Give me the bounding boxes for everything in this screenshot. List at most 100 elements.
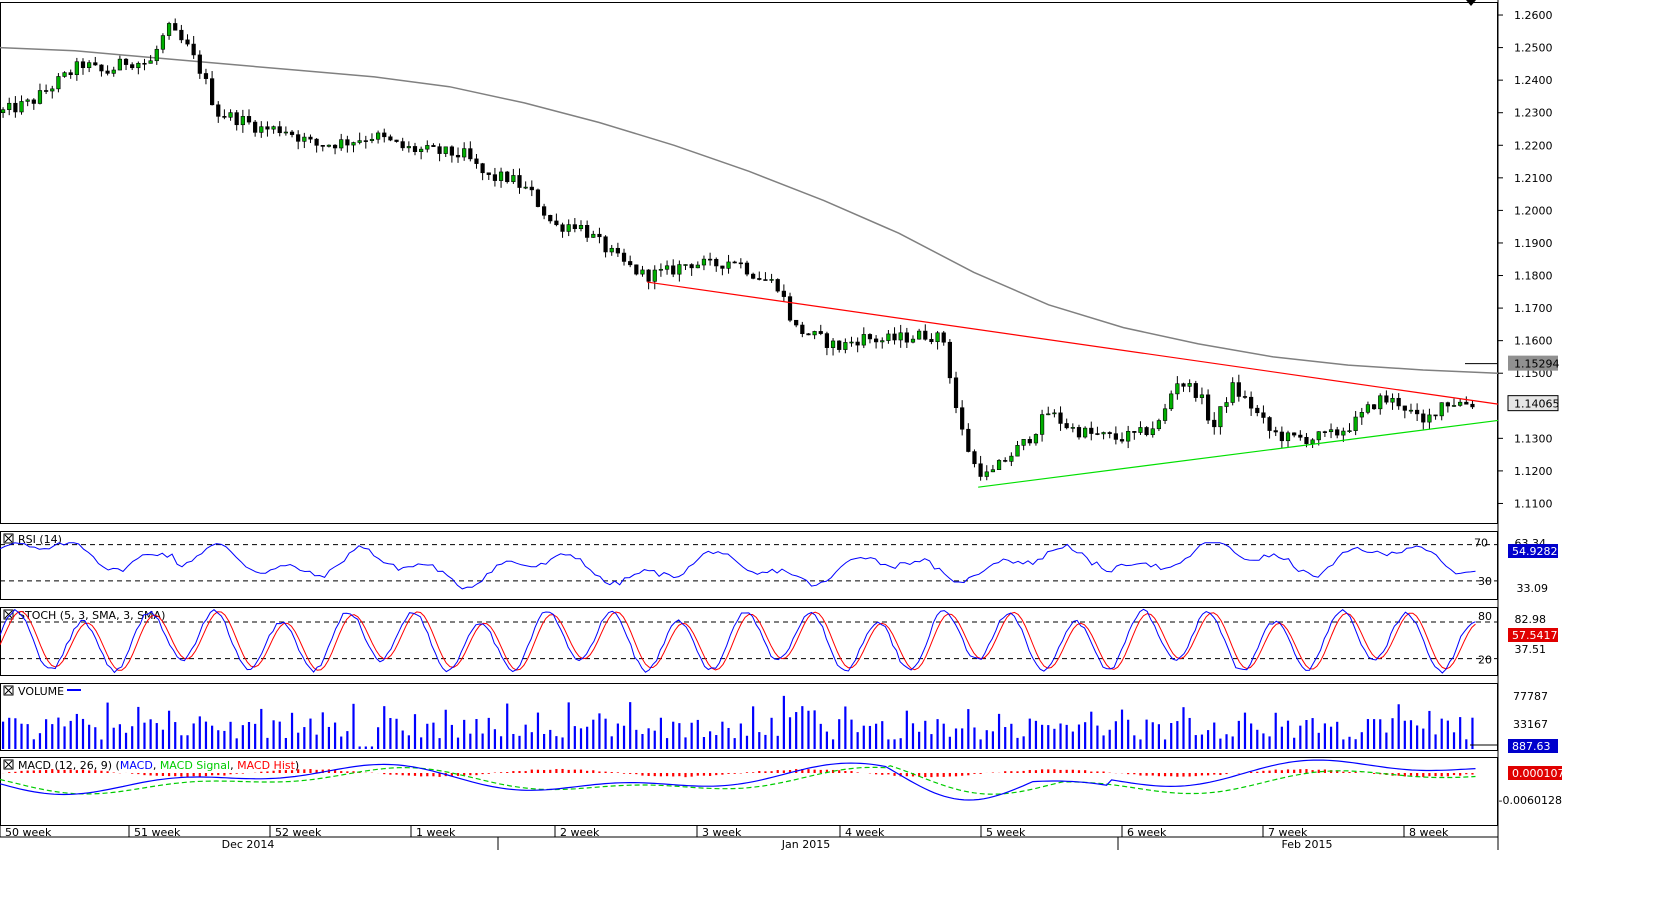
candle-body bbox=[1298, 434, 1303, 438]
y-tick-label: 1.2300 bbox=[1514, 107, 1553, 120]
close-x-icon bbox=[4, 686, 13, 695]
close-x-icon bbox=[4, 610, 13, 619]
candle-body bbox=[1076, 427, 1082, 438]
stoch-value-low: 37.51 bbox=[1515, 643, 1547, 656]
candle-body bbox=[830, 340, 836, 348]
y-tick-label: 1.2600 bbox=[1514, 9, 1553, 22]
candle-body bbox=[136, 62, 141, 69]
candle-body bbox=[345, 139, 350, 146]
candle-body bbox=[1322, 431, 1328, 433]
candle-body bbox=[1058, 412, 1063, 424]
candle-body bbox=[996, 460, 1002, 470]
y-tick-label: 1.1700 bbox=[1514, 302, 1553, 315]
ma-label-box bbox=[1508, 355, 1558, 371]
candle-body bbox=[234, 112, 239, 126]
candle-body bbox=[960, 407, 965, 430]
candle-body bbox=[523, 186, 528, 189]
candle-body bbox=[1255, 407, 1260, 414]
candle-body bbox=[824, 333, 830, 348]
candle-body bbox=[603, 236, 608, 253]
scroll-marker-icon bbox=[1466, 0, 1476, 6]
candle-body bbox=[1009, 455, 1014, 462]
candle-body bbox=[449, 146, 454, 156]
week-label: 52 week bbox=[275, 826, 322, 839]
month-label: Jan 2015 bbox=[781, 838, 830, 851]
candle-body bbox=[462, 148, 467, 158]
candle-body bbox=[498, 171, 504, 181]
candle-body bbox=[917, 330, 922, 340]
candle-body bbox=[763, 279, 768, 281]
candle-body bbox=[1292, 432, 1297, 436]
candle-body bbox=[142, 62, 147, 65]
candle-body bbox=[677, 264, 682, 275]
candle-body bbox=[609, 247, 614, 253]
candle-body bbox=[953, 377, 959, 408]
rsi-level-label: 70 bbox=[1474, 537, 1488, 550]
candle-body bbox=[861, 334, 866, 346]
resistance-trendline bbox=[647, 281, 1499, 405]
moving-average-line bbox=[0, 46, 1499, 374]
candle-body bbox=[529, 186, 534, 191]
macd-current-value: 0.0001079 bbox=[1512, 767, 1572, 780]
macd-line bbox=[0, 759, 1476, 801]
candle-body bbox=[732, 261, 737, 264]
candle-body bbox=[597, 233, 602, 238]
volume-bars bbox=[1, 695, 1474, 749]
candle-body bbox=[1365, 404, 1371, 413]
candle-body bbox=[228, 112, 233, 118]
candle-body bbox=[154, 48, 159, 62]
candle-body bbox=[910, 338, 916, 343]
candle-body bbox=[1236, 382, 1241, 397]
candle-body bbox=[1070, 427, 1075, 429]
volume-current-value: 887.63 bbox=[1512, 740, 1551, 753]
candle-body bbox=[216, 104, 221, 117]
candle-body bbox=[394, 139, 399, 142]
candle-body bbox=[1249, 396, 1254, 409]
candle-body bbox=[671, 265, 676, 275]
candle-body bbox=[1144, 427, 1149, 436]
candle-body bbox=[37, 90, 43, 104]
candle-body bbox=[148, 60, 153, 64]
candle-body bbox=[1341, 430, 1346, 436]
candle-body bbox=[56, 76, 61, 90]
candle-body bbox=[351, 142, 356, 146]
y-tick-label: 1.1800 bbox=[1514, 270, 1553, 283]
candle-body bbox=[105, 70, 110, 74]
candle-body bbox=[1212, 419, 1217, 428]
y-tick-label: 1.1900 bbox=[1514, 237, 1553, 250]
candle-body bbox=[511, 175, 516, 183]
candle-body bbox=[1064, 423, 1069, 429]
candle-body bbox=[990, 469, 996, 473]
stoch-slow-d-line bbox=[0, 610, 1476, 671]
candle-body bbox=[419, 148, 424, 152]
week-label: 6 week bbox=[1127, 826, 1167, 839]
candle-body bbox=[1378, 395, 1383, 410]
candle-body bbox=[1335, 429, 1340, 436]
month-label: Feb 2015 bbox=[1282, 838, 1333, 851]
candle-body bbox=[406, 146, 411, 149]
candle-body bbox=[173, 23, 178, 31]
candle-body bbox=[818, 331, 823, 334]
y-tick-label: 1.1600 bbox=[1514, 335, 1553, 348]
candle-body bbox=[1328, 429, 1334, 433]
week-label: 5 week bbox=[986, 826, 1026, 839]
candle-body bbox=[1205, 394, 1211, 421]
candle-body bbox=[1126, 431, 1131, 442]
week-label: 4 week bbox=[845, 826, 885, 839]
candle-body bbox=[1027, 439, 1032, 444]
candle-body bbox=[880, 340, 885, 343]
candle-body bbox=[1458, 401, 1463, 406]
candle-body bbox=[222, 116, 227, 118]
stoch-value-high: 82.98 bbox=[1515, 613, 1547, 626]
candle-body bbox=[695, 264, 700, 269]
candle-body bbox=[99, 64, 104, 72]
candle-body bbox=[1470, 403, 1475, 408]
candle-body bbox=[314, 138, 319, 146]
candle-body bbox=[1033, 434, 1039, 444]
candle-body bbox=[302, 136, 307, 142]
candle-body bbox=[726, 261, 731, 269]
candle-body bbox=[1439, 402, 1444, 417]
candle-body bbox=[560, 224, 565, 232]
panel-frame bbox=[0, 531, 1498, 600]
candle-body bbox=[843, 342, 848, 350]
